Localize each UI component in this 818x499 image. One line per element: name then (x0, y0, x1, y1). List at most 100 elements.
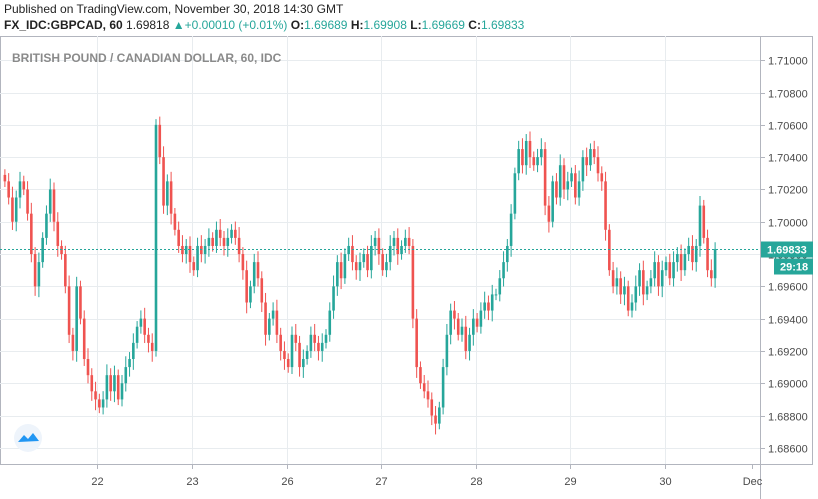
high-value: 1.69908 (363, 18, 407, 32)
candles (3, 116, 717, 435)
candle (271, 302, 275, 326)
candle (71, 327, 75, 361)
candle (589, 143, 592, 171)
candle (657, 255, 660, 296)
candle (494, 288, 498, 301)
candle (320, 333, 324, 362)
time-tick-label: 23 (186, 476, 198, 488)
price-chart[interactable]: BRITISH POUND / CANADIAN DOLLAR, 60, IDC… (0, 36, 818, 499)
candle (302, 349, 305, 378)
candle (290, 326, 294, 375)
candle (52, 182, 56, 232)
candle (166, 174, 169, 216)
price-tick-label: 1.70800 (768, 89, 808, 101)
candle (305, 345, 309, 365)
candle (286, 353, 290, 373)
candle (626, 280, 630, 317)
price-tick-label: 1.70000 (768, 218, 808, 230)
chart-title: BRITISH POUND / CANADIAN DOLLAR, 60, IDC (12, 51, 282, 65)
candle (245, 260, 248, 314)
candle (283, 341, 286, 370)
candle (184, 239, 188, 264)
candle (116, 369, 120, 406)
candle (430, 392, 434, 426)
time-axis-labels: 22 23 26 27 28 29 30 Dec (91, 464, 763, 488)
candle (630, 294, 634, 318)
candle (600, 166, 604, 191)
candle (487, 295, 490, 321)
candle (547, 196, 551, 233)
candle (256, 251, 260, 287)
candle (120, 375, 124, 407)
low-label: L: (410, 18, 422, 32)
candle (298, 335, 301, 377)
candle (14, 190, 18, 232)
candle (158, 116, 162, 165)
last-price: 1.69818 (126, 18, 170, 32)
candle (48, 178, 52, 222)
candle (354, 255, 358, 280)
price-tick-label: 1.68600 (768, 444, 808, 456)
open-value: 1.69689 (304, 18, 348, 32)
tradingview-logo-icon[interactable] (14, 424, 42, 452)
candle (101, 391, 105, 415)
candle (577, 170, 581, 206)
symbol-label[interactable]: FX_IDC:GBPCAD, 60 (4, 18, 123, 32)
candle (585, 147, 588, 177)
candle (615, 267, 619, 295)
candle (521, 138, 524, 174)
candle (67, 275, 71, 344)
candle (449, 303, 452, 345)
candle (192, 256, 196, 276)
candle (555, 173, 558, 205)
candle (343, 248, 347, 284)
candle (574, 165, 577, 205)
candle (479, 302, 483, 334)
candle (498, 270, 502, 302)
candle (422, 375, 426, 399)
candle (434, 406, 437, 435)
candle (33, 247, 37, 296)
candle (173, 208, 177, 236)
candle (532, 151, 536, 171)
candle (234, 221, 237, 245)
candle (638, 263, 641, 296)
candle (162, 146, 165, 214)
candle (215, 221, 218, 253)
candle (113, 365, 116, 403)
candle (139, 310, 143, 334)
price-axis-labels: 1.71000 1.70800 1.70600 1.70400 1.70200 1.700… (760, 56, 808, 456)
candle (22, 175, 26, 196)
time-tick-label: 26 (281, 476, 293, 488)
candle (252, 253, 256, 294)
time-tick-label: Dec (743, 476, 763, 488)
candle (324, 329, 328, 349)
candle (196, 237, 199, 278)
candle (472, 309, 475, 346)
candle (150, 333, 154, 362)
candle (464, 315, 468, 360)
candle (56, 212, 60, 257)
candle (415, 309, 418, 378)
candle (710, 259, 713, 287)
candle (64, 245, 67, 294)
candle (385, 253, 388, 278)
candle (317, 335, 320, 361)
candle (26, 181, 29, 221)
candle (694, 239, 698, 272)
time-tick-label: 28 (470, 476, 482, 488)
candle (45, 205, 48, 245)
candle (517, 140, 520, 181)
candle (653, 251, 656, 287)
candle (279, 327, 282, 361)
published-caption: Published on TradingView.com, November 3… (4, 2, 344, 16)
high-label: H: (350, 18, 364, 32)
price-tick-label: 1.69600 (768, 282, 808, 294)
candle (468, 327, 471, 361)
time-tick-label: 27 (375, 476, 387, 488)
candle (362, 248, 366, 268)
candle (309, 326, 313, 358)
candle (634, 275, 638, 311)
candle (702, 199, 706, 244)
time-tick-label: 29 (564, 476, 576, 488)
